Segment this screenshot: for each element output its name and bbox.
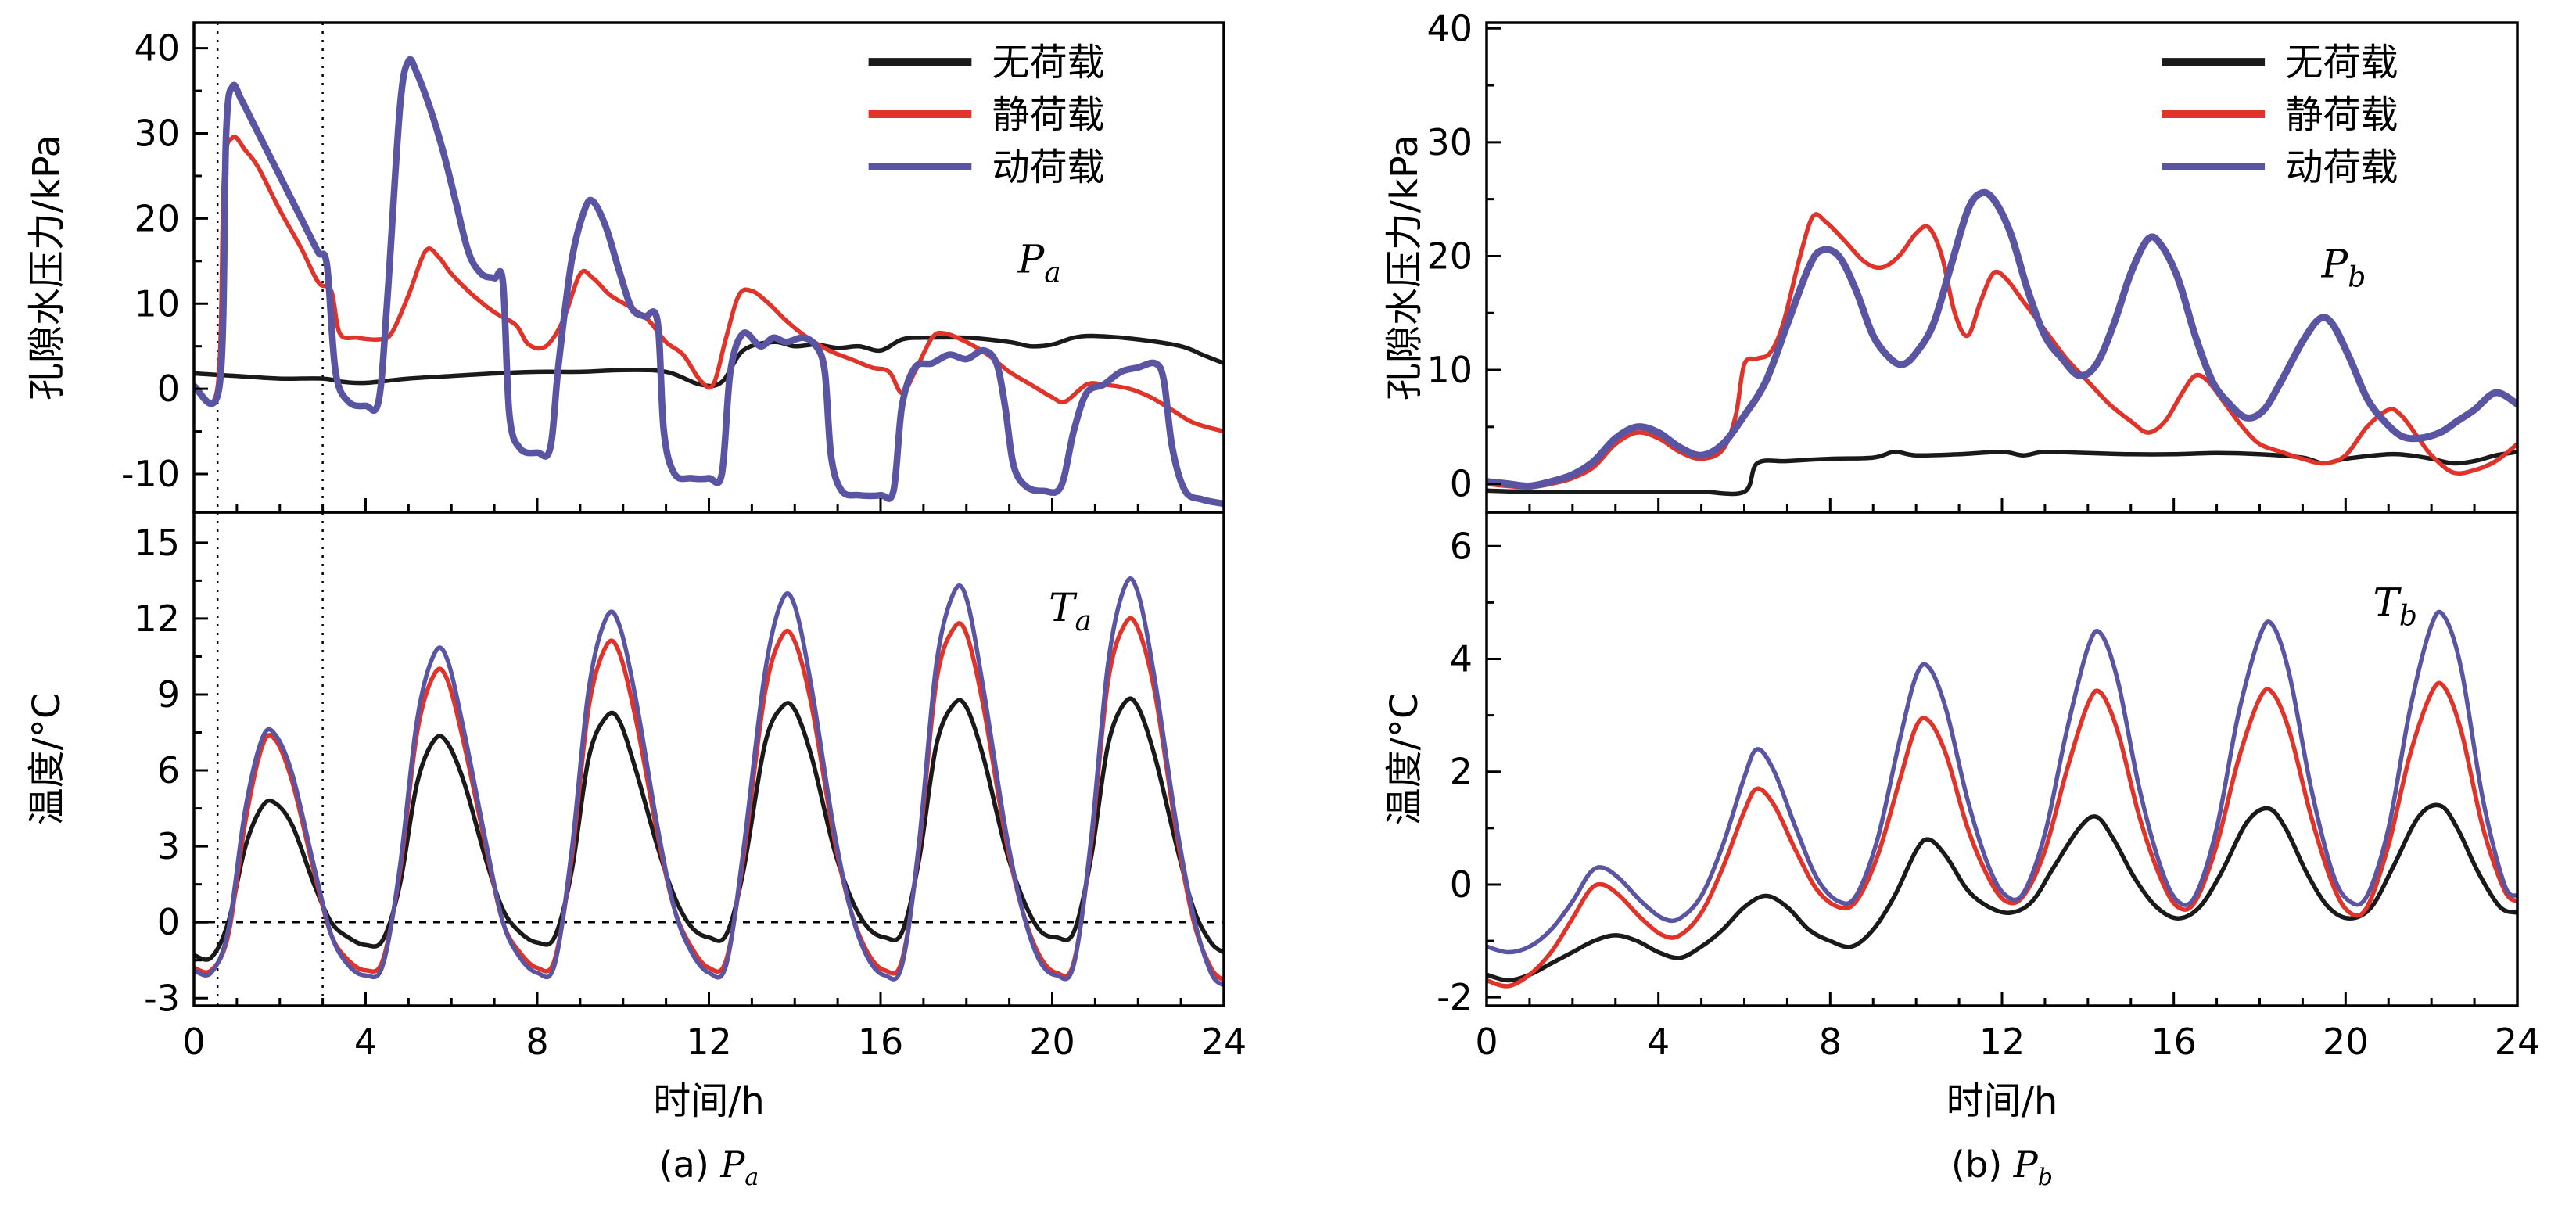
svg-text:6: 6: [1450, 525, 1473, 567]
svg-text:15: 15: [134, 522, 180, 564]
svg-text:12: 12: [686, 1021, 732, 1063]
svg-text:0: 0: [157, 901, 180, 943]
svg-text:-3: -3: [144, 977, 180, 1019]
caption-b-subscript: b: [2037, 1164, 2053, 1192]
caption-a-symbol: P: [720, 1143, 745, 1186]
svg-text:24: 24: [1201, 1021, 1247, 1063]
svg-text:时间/h: 时间/h: [653, 1079, 765, 1123]
svg-text:8: 8: [1819, 1021, 1842, 1063]
svg-text:温度/°C: 温度/°C: [1383, 693, 1426, 826]
svg-text:静荷载: 静荷载: [2285, 93, 2398, 137]
svg-text:动荷载: 动荷载: [2285, 145, 2398, 189]
svg-text:温度/°C: 温度/°C: [25, 693, 69, 826]
caption-a: (a) Pa: [194, 1143, 1224, 1191]
caption-a-prefix: (a): [658, 1143, 721, 1186]
caption-b: (b) Pb: [1487, 1143, 2517, 1191]
caption-a-subscript: a: [744, 1164, 759, 1192]
svg-text:30: 30: [1426, 121, 1473, 163]
svg-text:-2: -2: [1437, 976, 1473, 1018]
svg-text:16: 16: [858, 1021, 904, 1063]
svg-text:20: 20: [134, 197, 180, 239]
svg-text:0: 0: [1450, 863, 1473, 906]
svg-text:40: 40: [1426, 7, 1473, 49]
svg-text:12: 12: [1979, 1021, 2025, 1063]
svg-text:10: 10: [134, 282, 180, 325]
svg-text:0: 0: [157, 368, 180, 410]
svg-text:Pa: Pa: [1017, 236, 1061, 289]
svg-text:20: 20: [2323, 1021, 2369, 1063]
svg-text:时间/h: 时间/h: [1946, 1079, 2058, 1123]
svg-text:动荷载: 动荷载: [992, 145, 1105, 189]
svg-text:6: 6: [157, 749, 180, 791]
svg-text:8: 8: [526, 1021, 548, 1063]
svg-text:4: 4: [354, 1021, 377, 1063]
svg-text:0: 0: [182, 1021, 205, 1063]
svg-text:40: 40: [134, 27, 180, 70]
svg-text:Ta: Ta: [1049, 585, 1092, 637]
svg-text:20: 20: [1029, 1021, 1075, 1063]
svg-text:0: 0: [1450, 463, 1473, 505]
svg-text:2: 2: [1450, 751, 1473, 793]
svg-text:16: 16: [2151, 1021, 2197, 1063]
svg-text:Tb: Tb: [2373, 580, 2416, 633]
svg-text:4: 4: [1450, 637, 1473, 680]
svg-text:24: 24: [2495, 1021, 2541, 1063]
caption-b-symbol: P: [2013, 1143, 2038, 1186]
svg-text:孔隙水压力/kPa: 孔隙水压力/kPa: [1383, 135, 1426, 400]
svg-text:30: 30: [134, 113, 180, 155]
svg-text:孔隙水压力/kPa: 孔隙水压力/kPa: [25, 135, 69, 400]
svg-text:10: 10: [1426, 349, 1473, 391]
svg-text:静荷载: 静荷载: [992, 93, 1105, 137]
svg-text:0: 0: [1475, 1021, 1498, 1063]
svg-text:3: 3: [157, 825, 180, 867]
svg-text:12: 12: [134, 598, 180, 640]
svg-text:9: 9: [157, 673, 180, 716]
svg-text:无荷载: 无荷载: [2285, 41, 2398, 84]
svg-text:无荷载: 无荷载: [992, 41, 1105, 84]
svg-text:Pb: Pb: [2321, 242, 2366, 294]
svg-text:20: 20: [1426, 235, 1473, 277]
svg-text:4: 4: [1647, 1021, 1670, 1063]
caption-b-prefix: (b): [1951, 1143, 2014, 1186]
svg-text:-10: -10: [121, 453, 180, 495]
